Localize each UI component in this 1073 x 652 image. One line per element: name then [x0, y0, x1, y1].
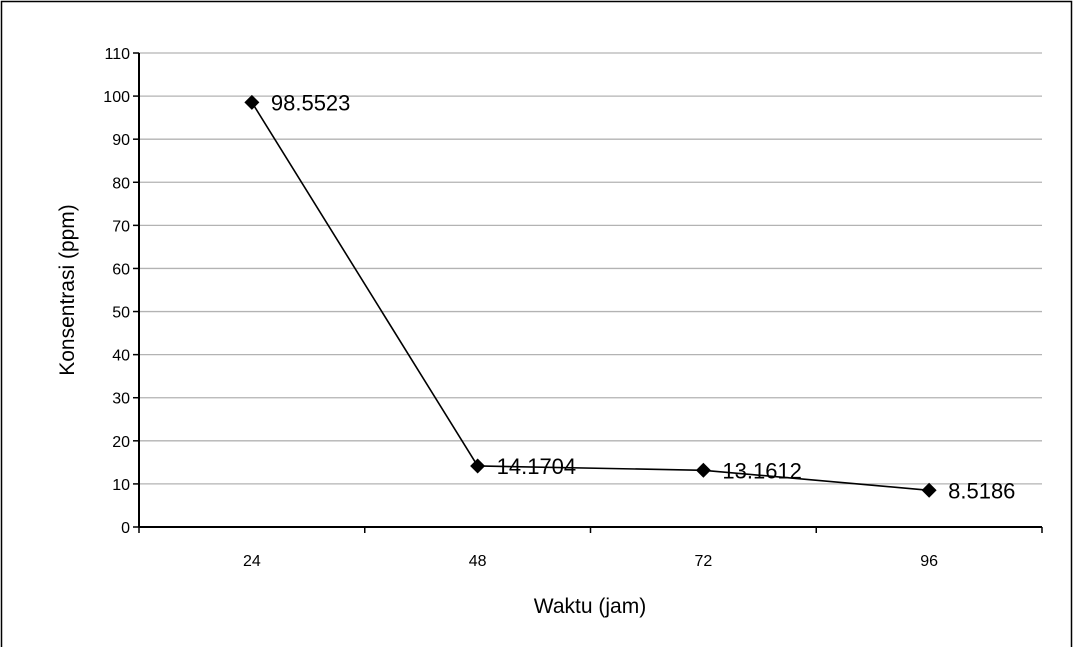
series-line — [251, 101, 930, 492]
data-label: 8.5186 — [948, 478, 1015, 503]
axes — [133, 52, 1043, 533]
y-tick-label: 90 — [112, 132, 130, 149]
data-label: 13.1612 — [722, 458, 802, 483]
y-tick-label: 40 — [112, 348, 130, 365]
x-tick-label: 24 — [243, 553, 261, 570]
y-tick-label: 70 — [112, 218, 130, 235]
data-point-marker — [244, 94, 260, 110]
y-tick-label: 60 — [112, 261, 130, 278]
data-label: 14.1704 — [497, 454, 577, 479]
data-point-marker — [695, 462, 711, 478]
gridlines — [139, 52, 1042, 485]
y-tick-labels: 0 10 20 30 40 50 60 70 80 90 100 110 — [103, 46, 130, 537]
y-tick-label: 10 — [112, 477, 130, 494]
data-point-marker — [470, 458, 486, 474]
x-axis-title: Waktu (jam) — [534, 595, 646, 618]
data-label: 98.5523 — [271, 90, 351, 115]
y-tick-label: 30 — [112, 391, 130, 408]
x-tick-label: 48 — [469, 553, 487, 570]
x-tick-label: 96 — [920, 553, 938, 570]
y-tick-label: 80 — [112, 175, 130, 192]
y-tick-label: 50 — [112, 305, 130, 322]
y-tick-label: 100 — [103, 89, 130, 106]
data-point-marker — [921, 482, 937, 498]
data-labels: 98.5523 14.1704 13.1612 8.5186 — [271, 90, 1016, 503]
y-tick-label: 110 — [104, 46, 130, 63]
y-tick-label: 0 — [121, 520, 130, 537]
x-tick-label: 72 — [694, 553, 712, 570]
series — [244, 94, 937, 498]
y-tick-label: 20 — [112, 434, 130, 451]
x-tick-labels: 24 48 72 96 — [243, 553, 938, 570]
y-axis-title: Konsentrasi (ppm) — [56, 204, 79, 376]
